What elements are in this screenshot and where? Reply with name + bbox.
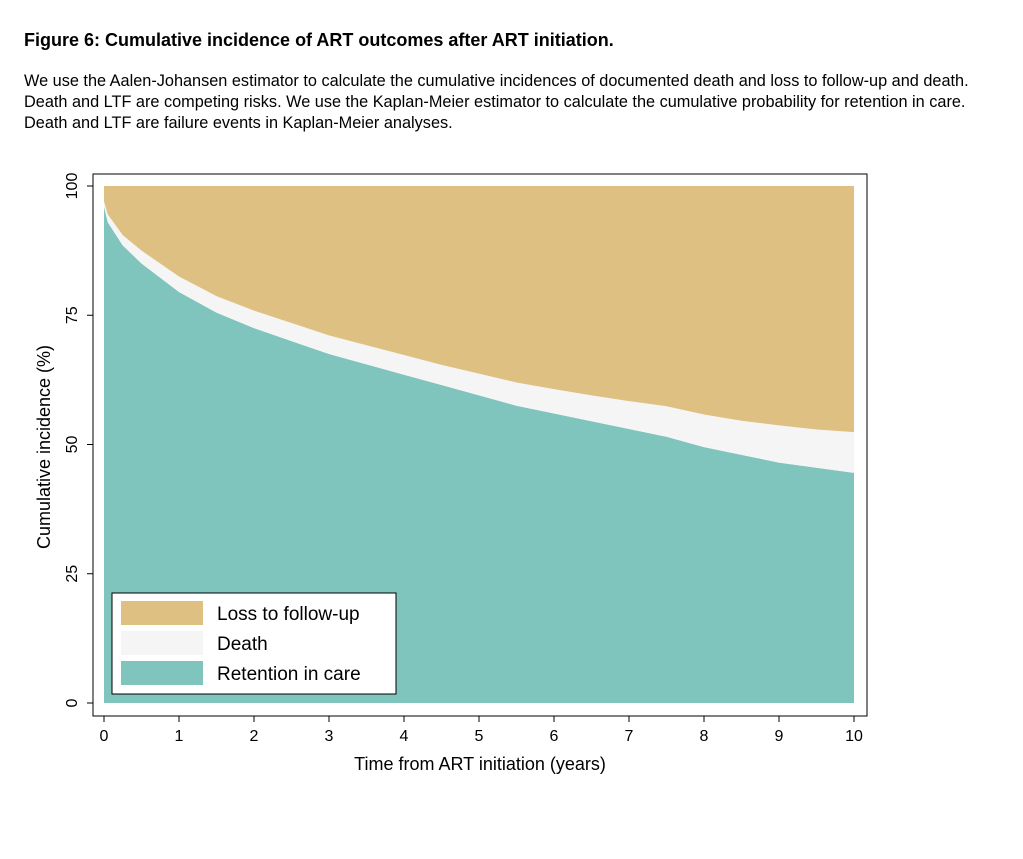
y-tick-label: 50	[64, 436, 81, 454]
x-tick-label: 1	[175, 728, 184, 745]
x-axis-title: Time from ART initiation (years)	[354, 754, 606, 774]
y-axis-title: Cumulative incidence (%)	[34, 345, 54, 549]
x-tick-label: 3	[325, 728, 334, 745]
legend-label-loss-to-follow-up: Loss to follow-up	[217, 604, 360, 625]
x-tick-label: 5	[475, 728, 484, 745]
figure-title: Figure 6: Cumulative incidence of ART ou…	[24, 30, 614, 50]
y-tick-label: 100	[64, 173, 81, 200]
legend-swatch-retention-in-care	[121, 661, 203, 685]
y-tick-label: 25	[64, 565, 81, 583]
x-tick-label: 9	[775, 728, 784, 745]
area-loss-to-follow-up	[104, 186, 854, 433]
legend: Loss to follow-up Death Retention in care	[111, 592, 397, 695]
legend-swatch-death	[121, 631, 203, 655]
legend-label-retention-in-care: Retention in care	[217, 664, 361, 685]
x-tick-label: 7	[625, 728, 634, 745]
area-layer	[104, 186, 854, 703]
area-death	[104, 201, 854, 473]
figure-caption: We use the Aalen-Johansen estimator to c…	[24, 72, 969, 132]
y-tick-label: 0	[64, 698, 81, 707]
area-retention-in-care	[104, 206, 854, 703]
x-tick-label: 2	[250, 728, 259, 745]
x-tick-label: 6	[550, 728, 559, 745]
x-tick-label: 8	[700, 728, 709, 745]
x-tick-label: 4	[400, 728, 409, 745]
x-tick-label: 0	[100, 728, 109, 745]
y-tick-label: 75	[64, 306, 81, 324]
legend-swatch-loss-to-follow-up	[121, 601, 203, 625]
x-tick-label: 10	[845, 728, 863, 745]
legend-label-death: Death	[217, 634, 268, 655]
